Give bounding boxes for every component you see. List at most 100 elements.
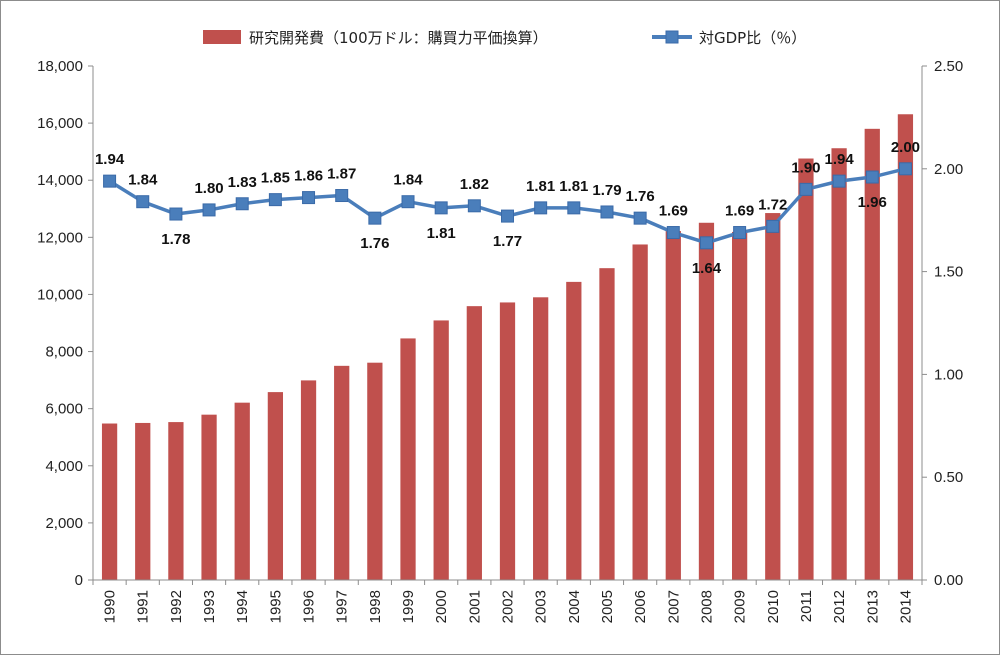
gdp-ratio-point-1994	[235, 197, 249, 211]
y-left-tick-label: 4,000	[45, 458, 83, 475]
bar-2007	[665, 231, 681, 580]
x-tick-label-2000: 2000	[433, 590, 450, 623]
gdp-ratio-point-2008	[699, 236, 713, 250]
gdp-ratio-label-2003: 1.81	[526, 178, 555, 195]
legend-line-marker	[665, 30, 679, 44]
y-left-tick-label: 2,000	[45, 515, 83, 532]
gdp-ratio-label-2014: 2.00	[891, 139, 920, 156]
bar-1999	[400, 338, 416, 580]
gdp-ratio-label-2012: 1.94	[824, 151, 854, 168]
y-right-tick-label: 0.00	[934, 572, 963, 589]
gdp-ratio-point-2014	[898, 162, 912, 176]
gdp-ratio-label-1995: 1.85	[261, 170, 290, 187]
bar-1998	[367, 362, 383, 580]
x-tick-label-2003: 2003	[533, 590, 550, 623]
bar-1994	[234, 402, 250, 580]
gdp-ratio-point-2013	[865, 170, 879, 184]
gdp-ratio-label-1996: 1.86	[294, 168, 323, 185]
gdp-ratio-label-1998: 1.76	[360, 235, 389, 252]
gdp-ratio-point-2006	[633, 211, 647, 225]
y-right-tick-label: 2.50	[934, 58, 963, 75]
gdp-ratio-label-2001: 1.82	[460, 176, 489, 193]
x-tick-label-2002: 2002	[500, 590, 517, 623]
x-tick-label-1994: 1994	[234, 590, 251, 623]
x-tick-label-2001: 2001	[466, 590, 483, 623]
x-tick-label-2010: 2010	[765, 590, 782, 623]
line-series	[103, 162, 912, 250]
gdp-ratio-label-2000: 1.81	[427, 225, 456, 242]
gdp-ratio-point-1995	[268, 193, 282, 207]
gdp-ratio-label-1997: 1.87	[327, 166, 356, 183]
gdp-ratio-label-2005: 1.79	[592, 182, 621, 199]
bar-1995	[267, 392, 284, 580]
legend-bar-label: 研究開発費（100万ドル：購買力平価換算）	[249, 29, 548, 47]
bar-2004	[566, 281, 582, 580]
bar-1996	[300, 380, 317, 580]
gdp-ratio-label-1994: 1.83	[228, 174, 257, 191]
x-tick-label-2006: 2006	[632, 590, 649, 623]
x-tick-label-1997: 1997	[334, 590, 351, 623]
gdp-ratio-point-2000	[434, 201, 448, 215]
gdp-ratio-label-2007: 1.69	[659, 203, 688, 220]
bar-2006	[632, 244, 648, 580]
x-tick-label-1998: 1998	[367, 590, 384, 623]
y-left-tick-label: 0	[75, 572, 83, 589]
x-tick-label-1991: 1991	[135, 590, 152, 623]
x-tick-label-2012: 2012	[831, 590, 848, 623]
gdp-ratio-label-1993: 1.80	[194, 180, 223, 197]
bar-2011	[798, 158, 814, 580]
gdp-ratio-label-2004: 1.81	[559, 178, 588, 195]
gdp-ratio-point-1992	[169, 207, 183, 221]
gdp-ratio-label-2008: 1.64	[692, 260, 722, 277]
bar-2005	[599, 268, 615, 580]
x-tick-label-1996: 1996	[301, 590, 318, 623]
gdp-ratio-point-1999	[401, 195, 415, 209]
bar-2002	[499, 302, 516, 580]
x-tick-label-2004: 2004	[566, 590, 583, 623]
legend: 研究開発費（100万ドル：購買力平価換算） 対GDP比（％）	[203, 29, 806, 47]
x-tick-label-2013: 2013	[864, 590, 881, 623]
x-tick-label-1999: 1999	[400, 590, 417, 623]
legend-line-label: 対GDP比（％）	[699, 29, 806, 47]
gdp-ratio-point-2007	[666, 226, 680, 240]
bar-series	[101, 114, 914, 581]
y-left-tick-label: 14,000	[37, 172, 83, 189]
y-right-tick-label: 0.50	[934, 469, 963, 486]
legend-bar-swatch	[203, 30, 241, 44]
bar-1991	[135, 422, 151, 580]
gdp-ratio-label-1991: 1.84	[128, 172, 158, 189]
gdp-ratio-label-2002: 1.77	[493, 233, 522, 250]
y-right-tick-label: 2.00	[934, 161, 963, 178]
bar-1993	[201, 414, 217, 580]
y-left-tick-label: 12,000	[37, 229, 83, 246]
y-right-tick-label: 1.50	[934, 264, 963, 281]
gdp-ratio-point-2004	[567, 201, 581, 215]
gdp-ratio-point-2005	[600, 205, 614, 219]
gdp-ratio-point-1991	[136, 195, 150, 209]
gdp-ratio-label-1999: 1.84	[393, 172, 423, 189]
y-left-tick-label: 6,000	[45, 401, 83, 418]
bar-2010	[765, 213, 781, 581]
x-tick-label-1995: 1995	[267, 590, 284, 623]
gdp-ratio-point-2010	[766, 219, 780, 233]
axes: 0 2,000 4,000 6,000 8,000 10,000 12,000 14,000 1…	[37, 58, 963, 623]
x-tick-label-2009: 2009	[732, 590, 749, 623]
gdp-ratio-point-2009	[733, 226, 747, 240]
bar-2000	[433, 320, 449, 580]
gdp-ratio-point-2001	[467, 199, 481, 213]
y-right-tick-label: 1.00	[934, 366, 963, 383]
gdp-ratio-point-2003	[534, 201, 548, 215]
x-tick-label-2007: 2007	[665, 590, 682, 623]
gdp-ratio-point-1996	[302, 191, 316, 205]
y-left-tick-label: 8,000	[45, 344, 83, 361]
bar-1997	[334, 365, 350, 580]
y-left-tick-label: 16,000	[37, 115, 83, 132]
gdp-ratio-label-2011: 1.90	[791, 159, 820, 176]
bar-2008	[698, 222, 715, 580]
gdp-ratio-label-1992: 1.78	[161, 231, 190, 248]
bar-2014	[897, 114, 914, 581]
x-tick-label-2011: 2011	[798, 590, 815, 622]
gdp-ratio-point-1993	[202, 203, 216, 217]
gdp-ratio-point-2011	[799, 182, 813, 196]
